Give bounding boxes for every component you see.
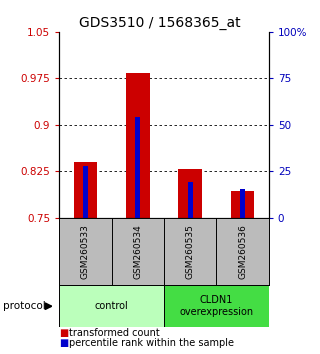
Text: GSM260536: GSM260536 (238, 224, 247, 279)
Text: protocol: protocol (3, 301, 46, 311)
Text: GSM260535: GSM260535 (186, 224, 195, 279)
Bar (126, 73, 149, 218)
Bar (135, 117, 140, 218)
Text: GSM260533: GSM260533 (81, 224, 90, 279)
Bar (179, 169, 202, 218)
Bar (188, 182, 193, 218)
Text: transformed count: transformed count (69, 329, 160, 338)
Text: GSM260534: GSM260534 (133, 224, 142, 279)
Text: control: control (95, 301, 128, 311)
Text: GDS3510 / 1568365_at: GDS3510 / 1568365_at (79, 16, 241, 30)
Bar (59, 285, 164, 327)
Bar (240, 189, 245, 218)
Bar (74, 162, 97, 218)
Text: CLDN1
overexpression: CLDN1 overexpression (179, 295, 253, 317)
Text: ■: ■ (59, 329, 68, 338)
Text: percentile rank within the sample: percentile rank within the sample (69, 338, 234, 348)
Bar (164, 285, 269, 327)
Text: ■: ■ (59, 338, 68, 348)
Bar (83, 166, 88, 218)
Bar (231, 191, 254, 218)
